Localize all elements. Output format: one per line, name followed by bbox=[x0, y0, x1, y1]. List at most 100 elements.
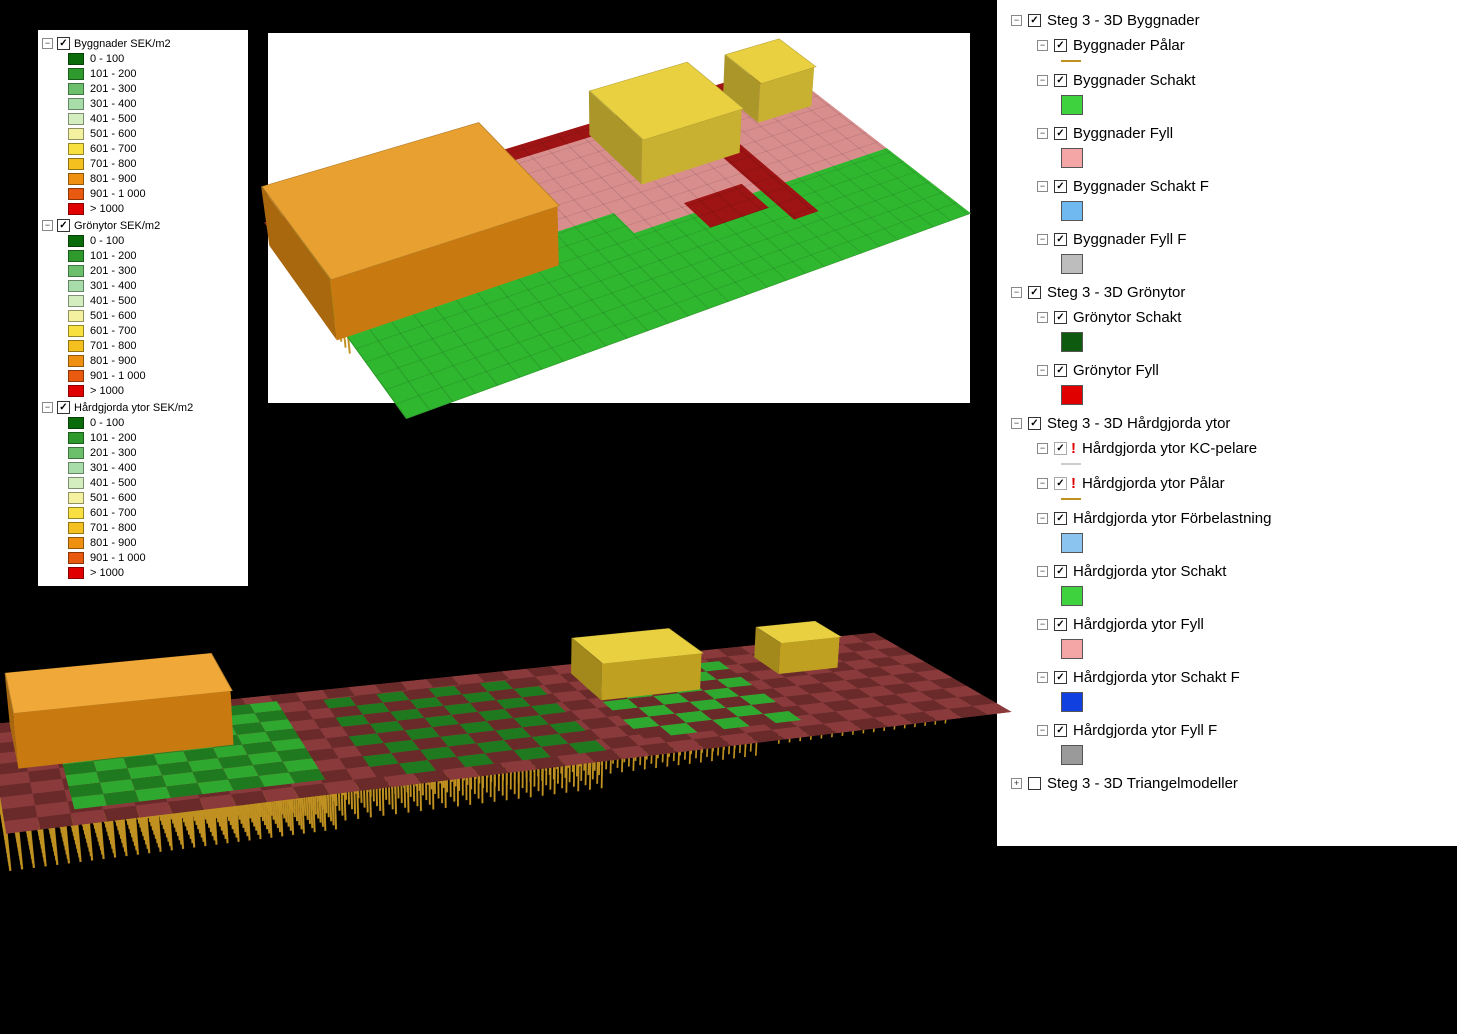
layer-tree-panel: −Steg 3 - 3D Byggnader−Byggnader Pålar−B… bbox=[997, 0, 1457, 846]
tree-layer-label: Hårdgjorda ytor Förbelastning bbox=[1073, 510, 1271, 527]
swatch-box-icon bbox=[1061, 254, 1083, 274]
swatch-box-icon bbox=[1061, 148, 1083, 168]
collapse-icon[interactable]: − bbox=[1037, 365, 1048, 376]
legend-section-title: Byggnader SEK/m2 bbox=[74, 38, 171, 50]
layer-checkbox[interactable] bbox=[1054, 74, 1067, 87]
layer-checkbox[interactable] bbox=[1054, 477, 1067, 490]
collapse-icon[interactable]: − bbox=[1011, 287, 1022, 298]
tree-group[interactable]: − Steg 3 - 3D Grönytor bbox=[1003, 280, 1451, 305]
legend-item: 301 - 400 bbox=[42, 460, 244, 475]
legend-checkbox[interactable] bbox=[57, 219, 70, 232]
collapse-icon[interactable]: − bbox=[1037, 478, 1048, 489]
tree-layer[interactable]: −Grönytor Schakt bbox=[1003, 305, 1451, 330]
layer-checkbox[interactable] bbox=[1028, 417, 1041, 430]
layer-checkbox[interactable] bbox=[1054, 180, 1067, 193]
tree-layer-swatch bbox=[1003, 745, 1451, 765]
legend-item-label: > 1000 bbox=[90, 203, 124, 215]
tree-layer[interactable]: −Byggnader Pålar bbox=[1003, 33, 1451, 58]
layer-checkbox[interactable] bbox=[1054, 364, 1067, 377]
tree-layer[interactable]: −!Hårdgjorda ytor KC-pelare bbox=[1003, 436, 1451, 461]
tree-layer-label: Byggnader Fyll bbox=[1073, 125, 1173, 142]
layer-checkbox[interactable] bbox=[1028, 286, 1041, 299]
tree-layer[interactable]: − Byggnader Schakt bbox=[1003, 68, 1451, 93]
legend-swatch bbox=[68, 235, 84, 247]
legend-item: > 1000 bbox=[42, 201, 244, 216]
tree-layer[interactable]: − Hårdgjorda ytor Förbelastning bbox=[1003, 506, 1451, 531]
collapse-icon[interactable]: − bbox=[1011, 418, 1022, 429]
tree-layer-swatch bbox=[1003, 692, 1451, 712]
legend-item-label: 101 - 200 bbox=[90, 68, 136, 80]
tree-layer[interactable]: −Hårdgjorda ytor Fyll bbox=[1003, 612, 1451, 637]
collapse-icon[interactable]: − bbox=[42, 402, 53, 413]
collapse-icon[interactable]: − bbox=[1037, 40, 1048, 51]
legend-item-label: 101 - 200 bbox=[90, 250, 136, 262]
layer-checkbox[interactable] bbox=[1028, 14, 1041, 27]
legend-item-label: 801 - 900 bbox=[90, 537, 136, 549]
tree-layer-label: Byggnader Schakt bbox=[1073, 72, 1196, 89]
legend-swatch bbox=[68, 53, 84, 65]
layer-checkbox[interactable] bbox=[1054, 724, 1067, 737]
layer-checkbox[interactable] bbox=[1054, 565, 1067, 578]
collapse-icon[interactable]: − bbox=[1037, 725, 1048, 736]
legend-item: 0 - 100 bbox=[42, 51, 244, 66]
tree-layer[interactable]: −!Hårdgjorda ytor Pålar bbox=[1003, 471, 1451, 496]
layer-checkbox[interactable] bbox=[1054, 127, 1067, 140]
legend-item: 901 - 1 000 bbox=[42, 186, 244, 201]
tree-layer[interactable]: −Hårdgjorda ytor Schakt bbox=[1003, 559, 1451, 584]
collapse-icon[interactable]: − bbox=[1037, 619, 1048, 630]
legend-item: > 1000 bbox=[42, 383, 244, 398]
legend-checkbox[interactable] bbox=[57, 401, 70, 414]
layer-checkbox[interactable] bbox=[1054, 233, 1067, 246]
viewport-3d-bottom[interactable] bbox=[24, 600, 980, 830]
tree-group[interactable]: − Steg 3 - 3D Byggnader bbox=[1003, 8, 1451, 33]
collapse-icon[interactable]: − bbox=[1011, 15, 1022, 26]
collapse-icon[interactable]: − bbox=[1037, 75, 1048, 86]
collapse-icon[interactable]: − bbox=[1037, 312, 1048, 323]
tree-layer[interactable]: −Grönytor Fyll bbox=[1003, 358, 1451, 383]
tree-group-label: Steg 3 - 3D Byggnader bbox=[1047, 12, 1200, 29]
tree-group[interactable]: +Steg 3 - 3D Triangelmodeller bbox=[1003, 771, 1451, 796]
layer-checkbox[interactable] bbox=[1054, 671, 1067, 684]
legend-section-title: Grönytor SEK/m2 bbox=[74, 220, 160, 232]
legend-swatch bbox=[68, 432, 84, 444]
swatch-box-icon bbox=[1061, 533, 1083, 553]
legend-section-header[interactable]: − Hårdgjorda ytor SEK/m2 bbox=[42, 400, 244, 415]
layer-checkbox[interactable] bbox=[1054, 39, 1067, 52]
layer-checkbox[interactable] bbox=[1054, 512, 1067, 525]
legend-item: 301 - 400 bbox=[42, 278, 244, 293]
collapse-icon[interactable]: − bbox=[1037, 128, 1048, 139]
tree-group-label: Steg 3 - 3D Grönytor bbox=[1047, 284, 1185, 301]
tree-layer[interactable]: −Byggnader Schakt F bbox=[1003, 174, 1451, 199]
collapse-icon[interactable]: − bbox=[1037, 513, 1048, 524]
layer-checkbox[interactable] bbox=[1054, 618, 1067, 631]
tree-layer[interactable]: − Byggnader Fyll bbox=[1003, 121, 1451, 146]
viewport-3d-top[interactable] bbox=[268, 33, 970, 403]
legend-item-label: 901 - 1 000 bbox=[90, 188, 146, 200]
swatch-line-icon bbox=[1061, 60, 1081, 62]
tree-layer-swatch bbox=[1003, 586, 1451, 606]
collapse-icon[interactable]: − bbox=[1037, 181, 1048, 192]
tree-layer[interactable]: −Hårdgjorda ytor Fyll F bbox=[1003, 718, 1451, 743]
tree-layer[interactable]: −Hårdgjorda ytor Schakt F bbox=[1003, 665, 1451, 690]
expand-icon[interactable]: + bbox=[1011, 778, 1022, 789]
tree-group[interactable]: −Steg 3 - 3D Hårdgjorda ytor bbox=[1003, 411, 1451, 436]
collapse-icon[interactable]: − bbox=[1037, 234, 1048, 245]
layer-checkbox[interactable] bbox=[1028, 777, 1041, 790]
swatch-box-icon bbox=[1061, 95, 1083, 115]
collapse-icon[interactable]: − bbox=[1037, 672, 1048, 683]
collapse-icon[interactable]: − bbox=[42, 38, 53, 49]
layer-checkbox[interactable] bbox=[1054, 311, 1067, 324]
collapse-icon[interactable]: − bbox=[42, 220, 53, 231]
collapse-icon[interactable]: − bbox=[1037, 443, 1048, 454]
tree-layer-label: Hårdgjorda ytor KC-pelare bbox=[1082, 440, 1257, 457]
tree-layer[interactable]: −Byggnader Fyll F bbox=[1003, 227, 1451, 252]
collapse-icon[interactable]: − bbox=[1037, 566, 1048, 577]
layer-checkbox[interactable] bbox=[1054, 442, 1067, 455]
legend-swatch bbox=[68, 552, 84, 564]
legend-checkbox[interactable] bbox=[57, 37, 70, 50]
legend-section-title: Hårdgjorda ytor SEK/m2 bbox=[74, 402, 193, 414]
legend-section-header[interactable]: − Grönytor SEK/m2 bbox=[42, 218, 244, 233]
legend-section-header[interactable]: − Byggnader SEK/m2 bbox=[42, 36, 244, 51]
tree-layer-swatch bbox=[1003, 148, 1451, 168]
legend-item-label: 201 - 300 bbox=[90, 83, 136, 95]
